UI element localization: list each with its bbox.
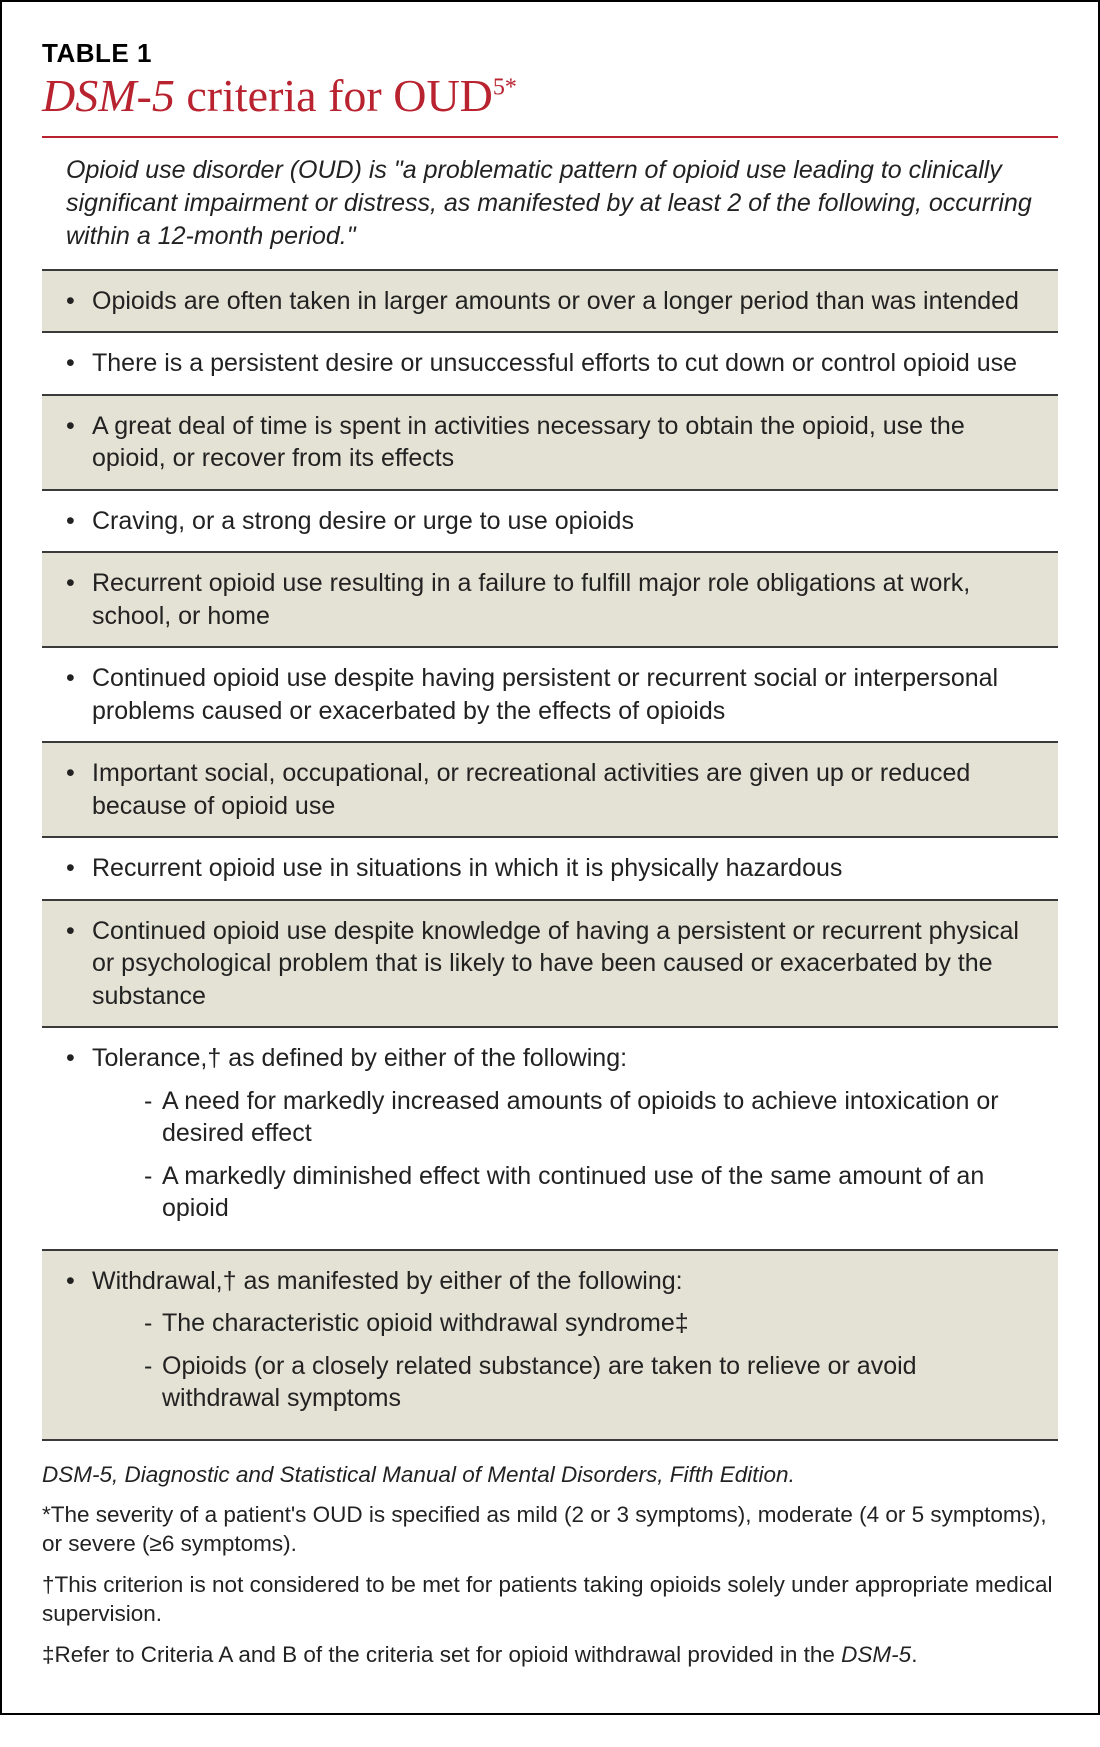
title-dsm: DSM-5 [42, 70, 175, 121]
sub-item: -A markedly diminished effect with conti… [144, 1160, 1040, 1225]
criteria-bullet-line: •Opioids are often taken in larger amoun… [66, 285, 1040, 318]
bullet-icon: • [66, 915, 92, 1013]
sub-list: -A need for markedly increased amounts o… [66, 1085, 1040, 1225]
criteria-bullet-line: •Recurrent opioid use in situations in w… [66, 852, 1040, 885]
sub-item: -A need for markedly increased amounts o… [144, 1085, 1040, 1150]
footnote-abbrev-dsm: DSM-5, [42, 1462, 118, 1487]
footnote-abbrev: DSM-5, Diagnostic and Statistical Manual… [42, 1461, 1058, 1490]
table-container: TABLE 1 DSM-5 criteria for OUD5* Opioid … [0, 0, 1100, 1715]
criteria-bullet-line: •Craving, or a strong desire or urge to … [66, 505, 1040, 538]
criteria-text: Important social, occupational, or recre… [92, 757, 1040, 822]
table-title: DSM-5 criteria for OUD5* [42, 71, 1058, 138]
criteria-text: A great deal of time is spent in activit… [92, 410, 1040, 475]
criteria-text: Continued opioid use despite having pers… [92, 662, 1040, 727]
title-superscript: 5* [493, 75, 517, 101]
bullet-icon: • [66, 662, 92, 727]
sub-list: -The characteristic opioid withdrawal sy… [66, 1307, 1040, 1415]
criteria-row: •Continued opioid use despite knowledge … [42, 901, 1058, 1029]
footnote-severity: *The severity of a patient's OUD is spec… [42, 1501, 1058, 1559]
bullet-icon: • [66, 757, 92, 822]
criteria-bullet-line: •There is a persistent desire or unsucce… [66, 347, 1040, 380]
criteria-row: •Craving, or a strong desire or urge to … [42, 491, 1058, 554]
dash-icon: - [144, 1307, 162, 1340]
criteria-bullet-line: •Recurrent opioid use resulting in a fai… [66, 567, 1040, 632]
bullet-icon: • [66, 852, 92, 885]
criteria-text: Withdrawal,† as manifested by either of … [92, 1265, 1040, 1298]
bullet-icon: • [66, 410, 92, 475]
footnotes-block: DSM-5, Diagnostic and Statistical Manual… [42, 1441, 1058, 1670]
criteria-text: Opioids are often taken in larger amount… [92, 285, 1040, 318]
bullet-icon: • [66, 285, 92, 318]
criteria-row: •There is a persistent desire or unsucce… [42, 333, 1058, 396]
bullet-icon: • [66, 1042, 92, 1075]
criteria-text: Continued opioid use despite knowledge o… [92, 915, 1040, 1013]
bullet-icon: • [66, 567, 92, 632]
sub-item-text: Opioids (or a closely related substance)… [162, 1350, 1040, 1415]
dash-icon: - [144, 1085, 162, 1150]
bullet-icon: • [66, 1265, 92, 1298]
footnote-abbrev-rest: Diagnostic and Statistical Manual of Men… [118, 1462, 795, 1487]
criteria-bullet-line: •A great deal of time is spent in activi… [66, 410, 1040, 475]
bullet-icon: • [66, 505, 92, 538]
sub-item: -The characteristic opioid withdrawal sy… [144, 1307, 1040, 1340]
footnote-double-dagger: ‡Refer to Criteria A and B of the criter… [42, 1641, 1058, 1670]
criteria-bullet-line: •Tolerance,† as defined by either of the… [66, 1042, 1040, 1075]
footnote-ddagger-dsm: DSM-5 [841, 1642, 911, 1667]
sub-item-text: The characteristic opioid withdrawal syn… [162, 1307, 1040, 1340]
definition-text: Opioid use disorder (OUD) is "a problema… [42, 138, 1058, 271]
criteria-row: •Recurrent opioid use resulting in a fai… [42, 553, 1058, 648]
footnote-ddagger-post: . [911, 1642, 917, 1667]
criteria-row: •Tolerance,† as defined by either of the… [42, 1028, 1058, 1251]
criteria-row: •Continued opioid use despite having per… [42, 648, 1058, 743]
criteria-text: Tolerance,† as defined by either of the … [92, 1042, 1040, 1075]
sub-item: -Opioids (or a closely related substance… [144, 1350, 1040, 1415]
criteria-bullet-line: •Withdrawal,† as manifested by either of… [66, 1265, 1040, 1298]
criteria-list: •Opioids are often taken in larger amoun… [42, 271, 1058, 1441]
criteria-row: •Important social, occupational, or recr… [42, 743, 1058, 838]
criteria-text: Recurrent opioid use in situations in wh… [92, 852, 1040, 885]
footnote-ddagger-pre: ‡Refer to Criteria A and B of the criter… [42, 1642, 841, 1667]
sub-item-text: A need for markedly increased amounts of… [162, 1085, 1040, 1150]
table-label: TABLE 1 [42, 38, 1058, 69]
criteria-bullet-line: •Important social, occupational, or recr… [66, 757, 1040, 822]
criteria-row: •Opioids are often taken in larger amoun… [42, 271, 1058, 334]
sub-item-text: A markedly diminished effect with contin… [162, 1160, 1040, 1225]
criteria-text: Recurrent opioid use resulting in a fail… [92, 567, 1040, 632]
criteria-row: •Recurrent opioid use in situations in w… [42, 838, 1058, 901]
criteria-bullet-line: •Continued opioid use despite having per… [66, 662, 1040, 727]
footnote-dagger: †This criterion is not considered to be … [42, 1571, 1058, 1629]
criteria-text: There is a persistent desire or unsucces… [92, 347, 1040, 380]
bullet-icon: • [66, 347, 92, 380]
dash-icon: - [144, 1350, 162, 1415]
title-rest: criteria for OUD [175, 70, 493, 121]
criteria-row: •A great deal of time is spent in activi… [42, 396, 1058, 491]
criteria-text: Craving, or a strong desire or urge to u… [92, 505, 1040, 538]
criteria-bullet-line: •Continued opioid use despite knowledge … [66, 915, 1040, 1013]
dash-icon: - [144, 1160, 162, 1225]
criteria-row: •Withdrawal,† as manifested by either of… [42, 1251, 1058, 1441]
